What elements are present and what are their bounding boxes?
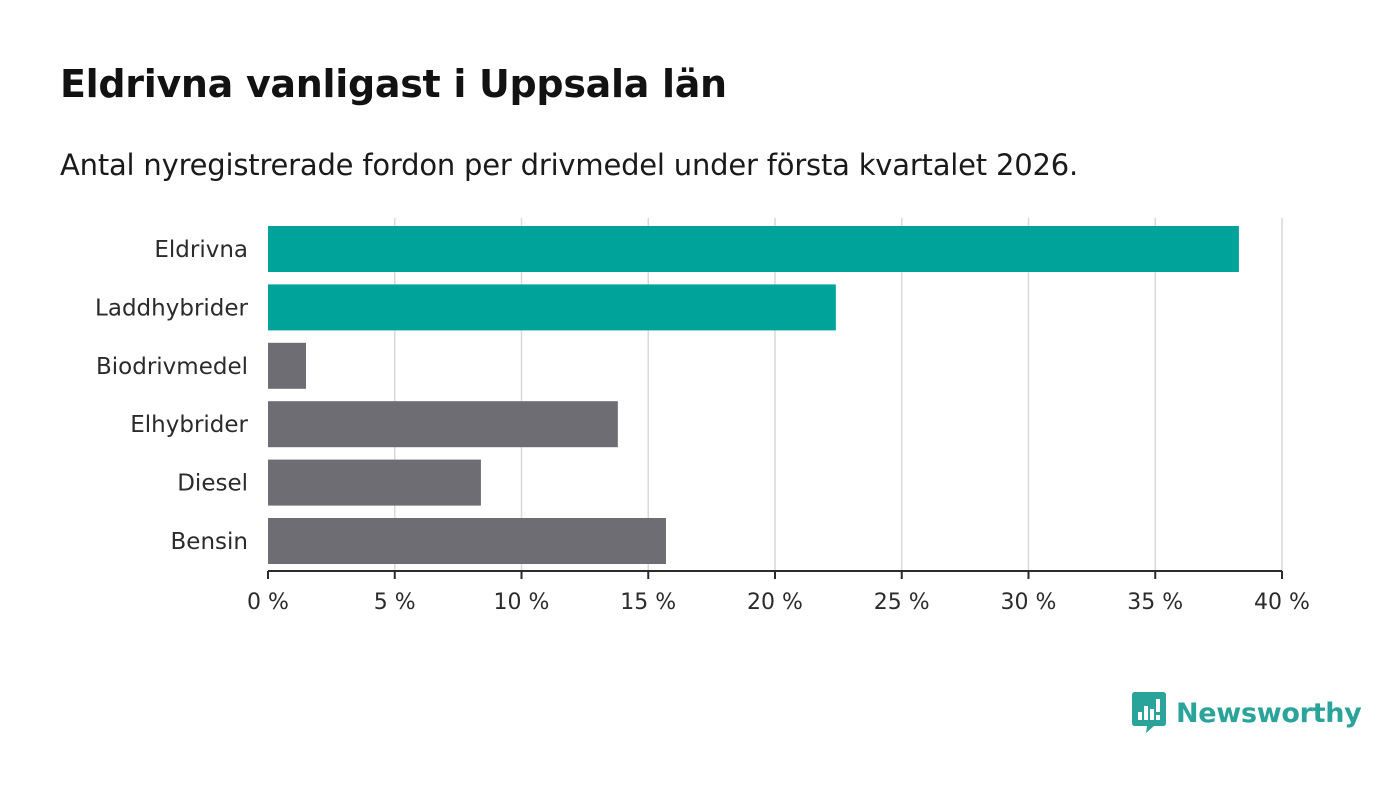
brand-name: Newsworthy xyxy=(1176,697,1362,729)
category-label-laddhybrider: Laddhybrider xyxy=(95,295,248,321)
newsworthy-logo-icon xyxy=(1132,692,1166,733)
bar-laddhybrider xyxy=(268,284,836,331)
bar-eldrivna xyxy=(268,226,1239,272)
x-tick-label-20: 20 % xyxy=(747,590,803,615)
category-label-bensin: Bensin xyxy=(171,529,248,555)
grid-lines xyxy=(394,218,1283,571)
bar-elhybrider xyxy=(268,401,618,448)
category-label-eldrivna: Eldrivna xyxy=(154,237,248,263)
category-label-elhybrider: Elhybrider xyxy=(130,412,248,438)
bar-biodrivmedel xyxy=(268,342,307,389)
category-labels: Eldrivna Laddhybrider Biodrivmedel Elhybrid… xyxy=(95,237,248,555)
x-tick-label-15: 15 % xyxy=(620,590,676,615)
bars xyxy=(268,226,1239,564)
x-tick-label-35: 35 % xyxy=(1127,590,1183,615)
x-tick-label-25: 25 % xyxy=(874,590,930,615)
category-label-biodrivmedel: Biodrivmedel xyxy=(96,354,248,380)
x-tick-label-10: 10 % xyxy=(494,590,550,615)
chart-title: Eldrivna vanligast i Uppsala län xyxy=(60,62,727,106)
chart-subtitle: Antal nyregistrerade fordon per drivmede… xyxy=(60,148,1079,182)
x-tick-label-5: 5 % xyxy=(374,590,416,615)
x-tick-label-30: 30 % xyxy=(1001,590,1057,615)
category-label-diesel: Diesel xyxy=(177,471,248,497)
bar-bensin xyxy=(268,518,666,564)
x-axis: 0 % 5 % 10 % 15 % 20 % 25 % 30 % 35 % 40 % xyxy=(247,570,1310,615)
x-tick-label-40: 40 % xyxy=(1254,590,1310,615)
bar-diesel xyxy=(268,459,481,506)
newsworthy-logo: Newsworthy xyxy=(1132,692,1362,734)
x-tick-label-0: 0 % xyxy=(247,590,289,615)
